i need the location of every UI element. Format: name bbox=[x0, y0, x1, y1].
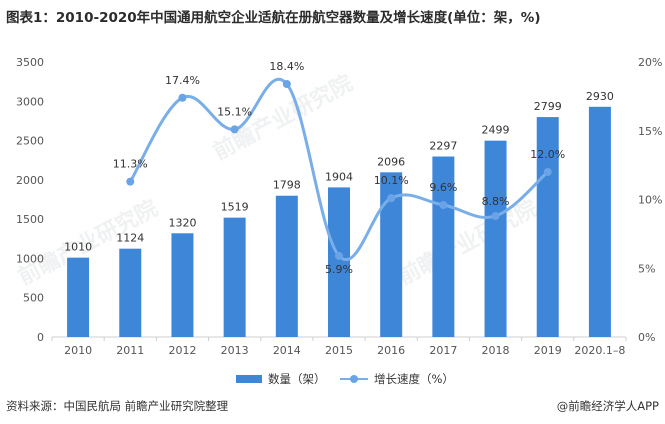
growth-value-label: 5.9% bbox=[325, 263, 353, 276]
bar bbox=[484, 140, 507, 337]
bar bbox=[119, 248, 142, 337]
bar-value-label: 1519 bbox=[221, 201, 249, 214]
y-left-tick-label: 0 bbox=[37, 331, 44, 344]
x-tick-label: 2016 bbox=[377, 344, 405, 357]
legend-line-swatch bbox=[340, 374, 368, 384]
y-right-tick-label: 15% bbox=[638, 125, 662, 138]
growth-point bbox=[387, 194, 396, 203]
y-right-tick-label: 10% bbox=[638, 194, 662, 207]
x-tick-label: 2017 bbox=[429, 344, 457, 357]
x-tick-label: 2020.1–8 bbox=[574, 344, 625, 357]
growth-value-label: 10.1% bbox=[374, 174, 409, 187]
x-tick-label: 2014 bbox=[273, 344, 301, 357]
bar bbox=[223, 217, 246, 337]
growth-value-label: 11.3% bbox=[113, 158, 148, 171]
bar bbox=[588, 106, 611, 338]
legend: 数量（架） 增长速度（%） bbox=[0, 371, 665, 389]
x-tick-label: 2011 bbox=[116, 344, 144, 357]
growth-line-path bbox=[128, 77, 549, 261]
legend-bar-label: 数量（架） bbox=[268, 372, 326, 386]
y-left-tick-label: 1500 bbox=[16, 213, 44, 226]
bar bbox=[380, 172, 403, 337]
bars: 1010 1124 1320 1519 1798 1904 2096 2297 2499 2799… bbox=[64, 90, 614, 338]
legend-bar-swatch bbox=[236, 375, 262, 383]
growth-value-label: 15.1% bbox=[217, 105, 252, 118]
bar bbox=[432, 156, 455, 337]
growth-point bbox=[491, 212, 500, 220]
x-tick-label: 2010 bbox=[64, 344, 92, 357]
legend-item-line: 增长速度（%） bbox=[340, 371, 454, 387]
y-left-tick-label: 3000 bbox=[16, 95, 44, 108]
growth-value-label: 9.6% bbox=[429, 181, 457, 194]
bar bbox=[171, 233, 194, 337]
bar-value-label: 1124 bbox=[116, 232, 144, 245]
y-left-tick-label: 2000 bbox=[16, 174, 44, 187]
axes: 0 500 1000 1500 2000 2500 3000 3500 0% 5% 10% 15% 20… bbox=[16, 56, 662, 357]
bar-value-label: 1320 bbox=[168, 216, 196, 229]
x-tick-label: 2018 bbox=[482, 344, 510, 357]
growth-point bbox=[439, 201, 448, 209]
y-left-tick-label: 1000 bbox=[16, 252, 44, 265]
growth-point bbox=[126, 177, 135, 186]
bar-value-label: 2096 bbox=[377, 155, 405, 168]
growth-value-label: 18.4% bbox=[269, 60, 304, 73]
x-tick-label: 2012 bbox=[168, 344, 196, 357]
bar-value-label: 2930 bbox=[586, 90, 614, 103]
x-tick-label: 2013 bbox=[221, 344, 249, 357]
growth-point bbox=[282, 80, 291, 88]
bar bbox=[328, 187, 350, 337]
growth-point bbox=[230, 125, 239, 134]
y-left-tick-label: 500 bbox=[23, 292, 44, 305]
bar-value-label: 2799 bbox=[534, 100, 562, 113]
growth-point bbox=[543, 168, 552, 176]
y-left-tick-label: 3500 bbox=[16, 56, 44, 69]
growth-point bbox=[178, 93, 187, 102]
growth-value-label: 12.0% bbox=[530, 148, 565, 161]
growth-value-label: 8.8% bbox=[482, 195, 510, 208]
bar-value-label: 2499 bbox=[482, 124, 510, 137]
x-tick-label: 2019 bbox=[534, 344, 562, 357]
source-note: 资料来源：中国民航局 前瞻产业研究院整理 bbox=[6, 399, 229, 413]
bar-value-label: 2297 bbox=[429, 140, 457, 153]
y-right-tick-label: 5% bbox=[638, 262, 655, 275]
growth-line: 11.3% 17.4% 15.1% 18.4% 5.9% 10.1% 9.6% 8.8% 12.… bbox=[113, 60, 565, 276]
x-tick-label: 2015 bbox=[325, 344, 353, 357]
bar-value-label: 1010 bbox=[64, 241, 92, 254]
chart-title: 图表1：2010-2020年中国通用航空企业适航在册航空器数量及增长速度(单位：… bbox=[6, 10, 541, 26]
growth-point bbox=[335, 251, 343, 260]
y-right-tick-label: 0% bbox=[638, 331, 655, 344]
y-right-tick-label: 20% bbox=[638, 56, 662, 69]
y-left-tick-label: 2500 bbox=[16, 135, 44, 148]
growth-value-label: 17.4% bbox=[165, 74, 200, 87]
legend-item-bar: 数量（架） bbox=[236, 371, 326, 387]
bar bbox=[67, 257, 90, 337]
bar-value-label: 1798 bbox=[273, 179, 301, 192]
bar bbox=[536, 117, 559, 337]
bar bbox=[275, 195, 298, 337]
bar-value-label: 1904 bbox=[325, 170, 353, 183]
chart: 0 500 1000 1500 2000 2500 3000 3500 0% 5% 10% 15% 20… bbox=[16, 56, 662, 357]
brand-credit: @前瞻经济学人APP bbox=[556, 399, 659, 413]
legend-line-label: 增长速度（%） bbox=[374, 372, 454, 386]
